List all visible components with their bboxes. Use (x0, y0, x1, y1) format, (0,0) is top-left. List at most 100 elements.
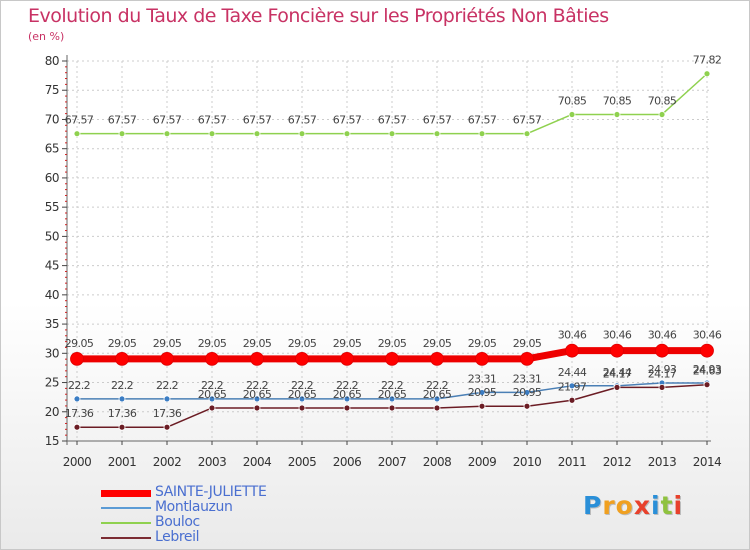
data-label: 24.44 (603, 366, 632, 379)
data-point-sainte-juliette (610, 343, 624, 358)
data-label: 29.05 (378, 337, 407, 350)
data-point-sainte-juliette (70, 351, 84, 366)
data-label: 67.57 (153, 114, 182, 127)
x-tick-label: 2014 (693, 455, 722, 469)
data-point-sainte-juliette (340, 351, 354, 366)
x-tick-label: 2003 (198, 455, 227, 469)
data-label: 67.57 (423, 114, 452, 127)
data-point-sainte-juliette (250, 351, 264, 366)
data-label: 22.2 (291, 379, 313, 392)
data-point-bouloc (703, 70, 711, 78)
data-point-sainte-juliette (160, 351, 174, 366)
data-label: 23.31 (468, 372, 497, 385)
data-label: 20.65 (288, 388, 317, 401)
data-point-lebreil (568, 396, 576, 404)
data-point-bouloc (613, 111, 621, 118)
data-label: 67.57 (198, 114, 227, 127)
legend-label: Lebreil (155, 529, 200, 545)
data-point-montlauzun (433, 395, 441, 403)
data-point-lebreil (388, 404, 396, 412)
data-point-bouloc (568, 111, 576, 118)
logo-letter: o (615, 491, 634, 520)
data-point-lebreil (73, 423, 81, 431)
legend-swatch (101, 507, 151, 509)
data-point-lebreil (658, 383, 666, 391)
data-label: 67.57 (468, 114, 497, 127)
data-point-bouloc (208, 130, 216, 138)
y-tick-label: 45 (45, 259, 59, 273)
x-tick-label: 2011 (558, 455, 587, 469)
data-label: 29.05 (513, 337, 542, 350)
data-point-lebreil (478, 402, 486, 410)
data-label: 24.93 (648, 363, 677, 376)
data-point-lebreil (343, 404, 351, 412)
data-label: 20.65 (243, 388, 272, 401)
data-point-sainte-juliette (520, 351, 534, 366)
x-tick-label: 2010 (513, 455, 542, 469)
data-label: 22.2 (336, 379, 358, 392)
logo-letter: i (673, 491, 684, 520)
data-point-sainte-juliette (205, 351, 219, 366)
data-label: 24.17 (603, 367, 632, 380)
data-point-sainte-juliette (565, 343, 579, 358)
data-point-lebreil (253, 404, 261, 412)
data-label: 29.05 (288, 337, 317, 350)
data-label: 22.2 (111, 379, 133, 392)
y-tick-label: 30 (45, 346, 59, 360)
data-label: 23.31 (513, 372, 542, 385)
data-point-bouloc (343, 130, 351, 138)
data-point-montlauzun (388, 395, 396, 403)
data-label: 20.95 (513, 386, 542, 399)
data-label: 29.05 (108, 337, 137, 350)
data-label: 22.2 (156, 379, 178, 392)
data-point-sainte-juliette (115, 351, 129, 366)
data-point-montlauzun (523, 389, 531, 396)
data-label: 30.46 (648, 329, 677, 342)
logo-letter: r (602, 491, 616, 520)
y-tick-label: 80 (45, 54, 59, 68)
data-point-sainte-juliette (295, 351, 309, 366)
data-label: 67.57 (108, 114, 137, 127)
data-label: 30.46 (693, 329, 722, 342)
data-label: 77.82 (693, 54, 722, 67)
data-label: 24.63 (693, 365, 722, 378)
data-point-montlauzun (253, 395, 261, 403)
y-axis-unit: (en %) (28, 30, 65, 43)
data-label: 20.65 (198, 388, 227, 401)
data-label: 29.05 (423, 337, 452, 350)
x-tick-label: 2001 (108, 455, 137, 469)
data-label: 17.36 (65, 407, 94, 420)
data-point-montlauzun (478, 389, 486, 396)
legend-swatch (101, 522, 151, 524)
data-point-bouloc (163, 130, 171, 138)
data-label: 24.93 (693, 363, 722, 376)
data-point-bouloc (253, 130, 261, 138)
legend-swatch (101, 489, 151, 497)
data-label: 22.2 (381, 379, 403, 392)
data-label: 29.05 (153, 337, 182, 350)
data-label: 24.44 (558, 366, 587, 379)
data-point-montlauzun (343, 395, 351, 403)
data-label: 29.05 (198, 337, 227, 350)
data-point-lebreil (163, 423, 171, 431)
y-tick-label: 75 (45, 83, 59, 97)
data-label: 70.85 (648, 94, 677, 107)
x-tick-label: 2005 (288, 455, 317, 469)
x-tick-label: 2002 (153, 455, 182, 469)
x-tick-label: 2009 (468, 455, 497, 469)
data-point-montlauzun (163, 395, 171, 403)
y-tick-label: 15 (45, 434, 59, 448)
legend-label: Bouloc (155, 514, 200, 530)
data-point-lebreil (433, 404, 441, 412)
data-label: 67.57 (333, 114, 362, 127)
data-point-lebreil (298, 404, 306, 412)
data-label: 22.2 (246, 379, 268, 392)
data-label: 20.65 (423, 388, 452, 401)
data-point-sainte-juliette (655, 343, 669, 358)
data-point-lebreil (208, 404, 216, 412)
data-point-bouloc (118, 130, 126, 138)
x-tick-label: 2012 (603, 455, 632, 469)
data-label: 21.97 (558, 380, 587, 393)
data-point-montlauzun (73, 395, 81, 403)
